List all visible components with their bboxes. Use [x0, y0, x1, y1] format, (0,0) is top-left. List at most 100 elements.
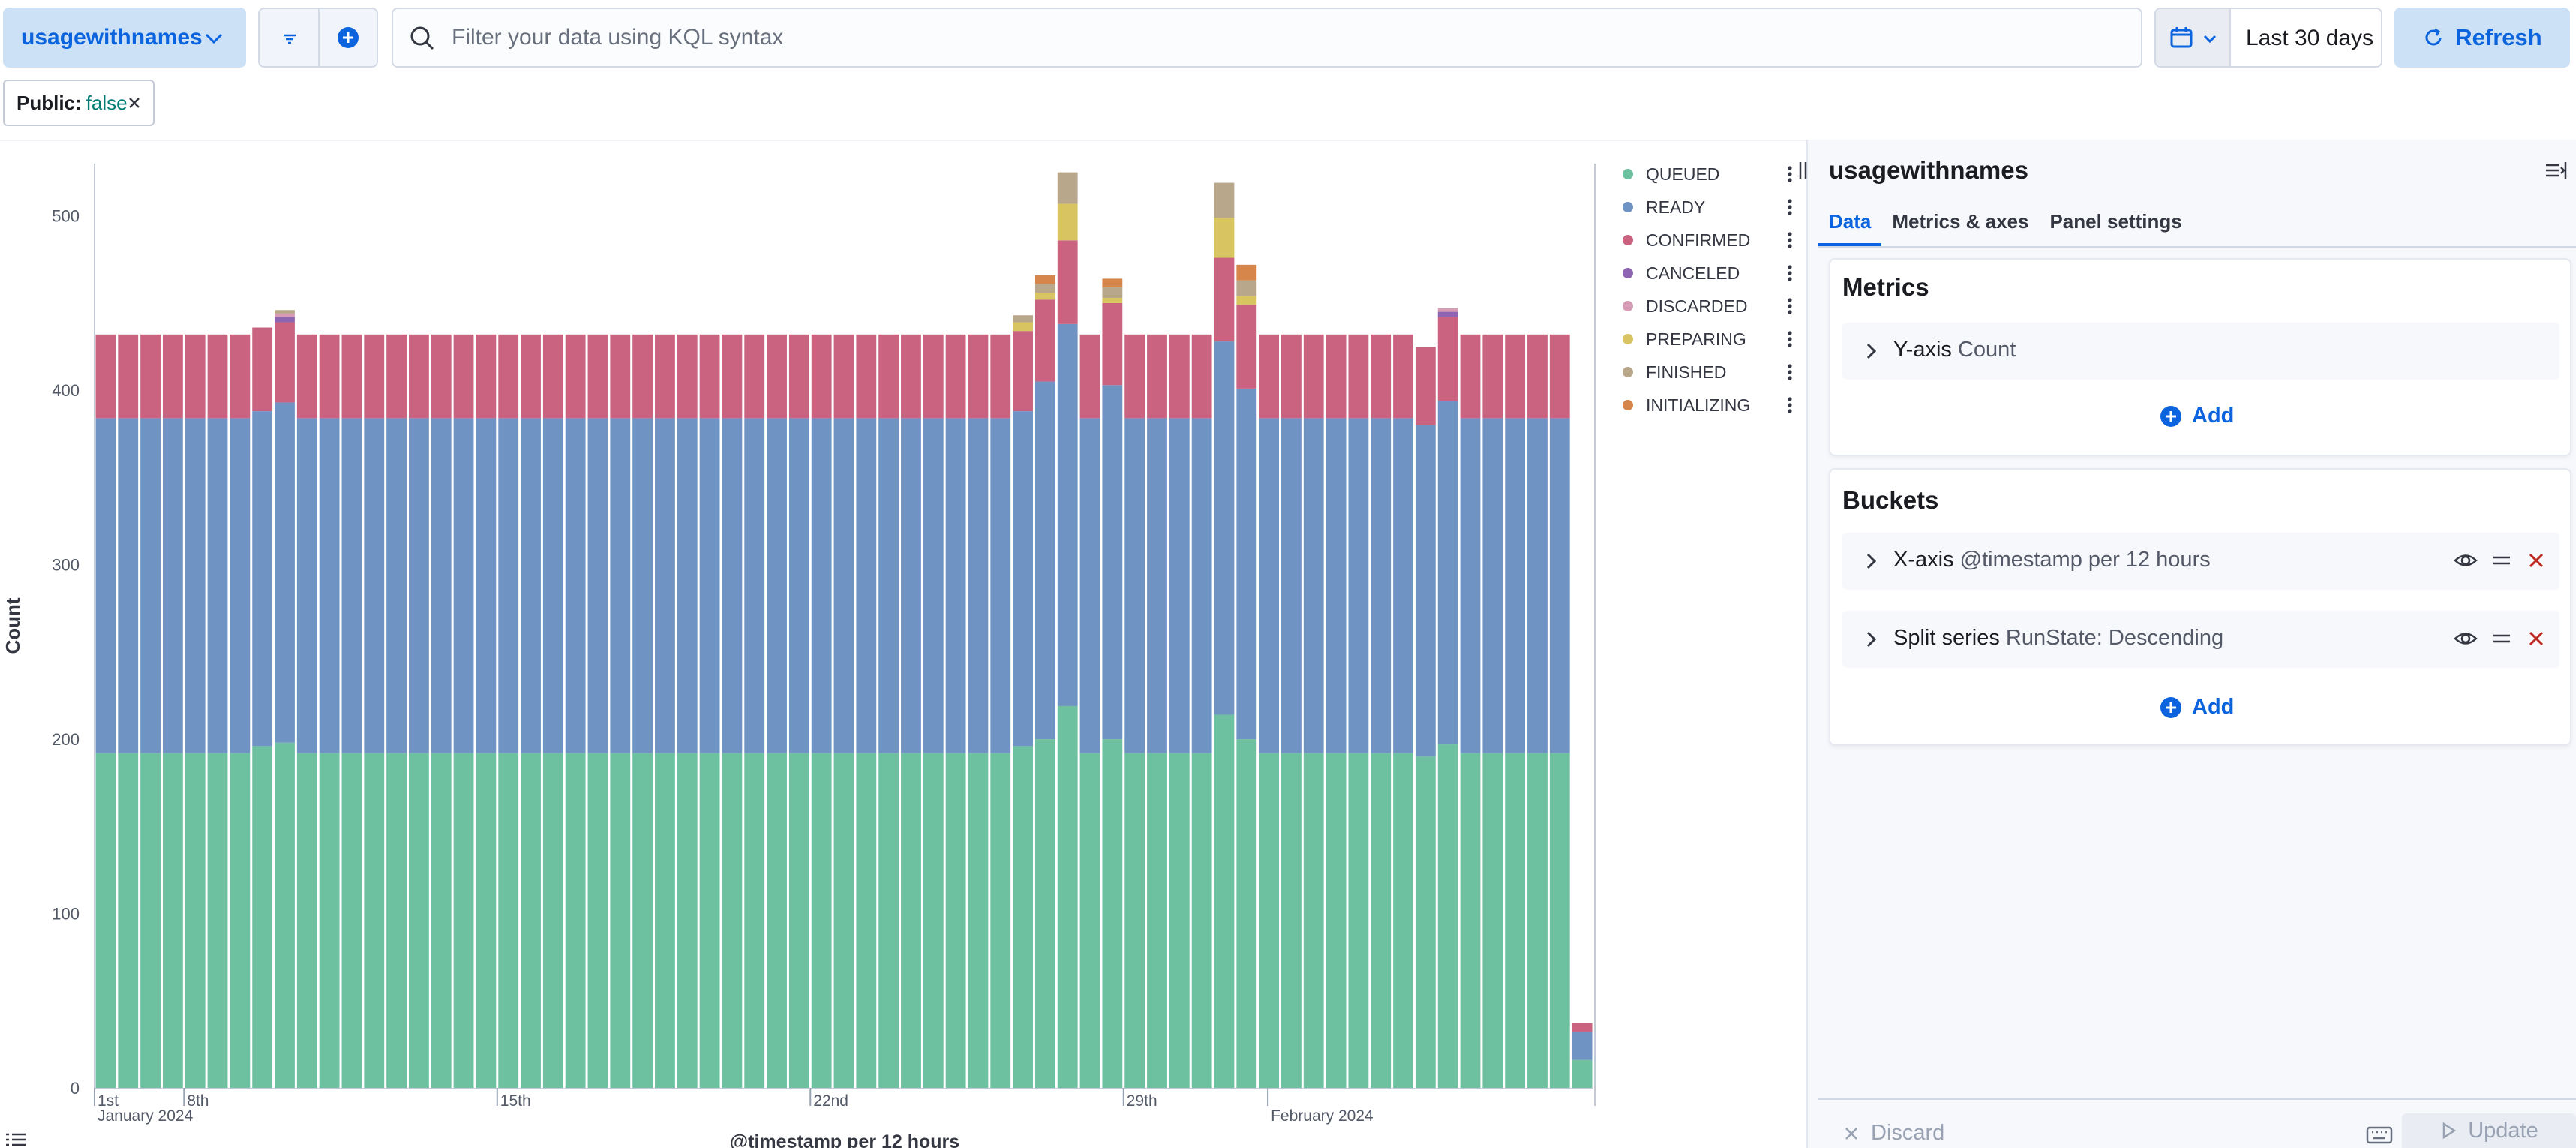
bar-segment-queued[interactable]	[95, 753, 116, 1088]
keyboard-icon[interactable]	[2366, 1125, 2393, 1145]
add-bucket-button[interactable]: Add	[2159, 695, 2234, 720]
bar-segment-ready[interactable]	[833, 418, 854, 753]
bar-segment-confirmed[interactable]	[1393, 334, 1413, 419]
bar-segment-ready[interactable]	[296, 418, 317, 753]
bar-segment-confirmed[interactable]	[453, 334, 474, 419]
bar-segment-queued[interactable]	[565, 753, 586, 1088]
bar-segment-confirmed[interactable]	[587, 334, 608, 419]
bar-segment-confirmed[interactable]	[788, 334, 809, 419]
bar-segment-queued[interactable]	[1437, 744, 1458, 1088]
bar-segment-ready[interactable]	[1281, 418, 1302, 753]
bar-segment-discarded[interactable]	[1437, 308, 1458, 312]
bar-segment-discarded[interactable]	[275, 313, 295, 317]
bar-segment-ready[interactable]	[1169, 418, 1190, 753]
bar-segment-queued[interactable]	[811, 753, 832, 1088]
bar-segment-queued[interactable]	[610, 753, 631, 1088]
bar-segment-confirmed[interactable]	[95, 334, 116, 419]
bar-segment-queued[interactable]	[162, 753, 183, 1088]
bar-segment-finished[interactable]	[1057, 172, 1078, 204]
bar-segment-ready[interactable]	[207, 418, 228, 753]
bar-segment-ready[interactable]	[990, 418, 1011, 753]
bar-segment-ready[interactable]	[1013, 411, 1033, 747]
bar-segment-queued[interactable]	[990, 753, 1011, 1088]
bar-segment-queued[interactable]	[275, 742, 295, 1088]
eye-icon[interactable]	[2453, 549, 2478, 572]
bar-segment-confirmed[interactable]	[118, 334, 139, 419]
bar-segment-ready[interactable]	[1393, 418, 1413, 753]
add-filter-icon[interactable]	[335, 24, 362, 51]
date-picker[interactable]: Last 30 days	[2154, 8, 2382, 68]
legend-menu-icon[interactable]	[1788, 397, 1792, 413]
bar-segment-finished[interactable]	[1102, 287, 1123, 298]
bar-segment-queued[interactable]	[632, 753, 653, 1088]
bar-segment-ready[interactable]	[1057, 323, 1078, 706]
bar-segment-confirmed[interactable]	[364, 334, 385, 419]
bar-segment-ready[interactable]	[788, 418, 809, 753]
legend-menu-icon[interactable]	[1788, 331, 1792, 347]
bar-segment-confirmed[interactable]	[1259, 334, 1280, 419]
bar-segment-queued[interactable]	[230, 753, 251, 1088]
bar-segment-ready[interactable]	[945, 418, 966, 753]
bar-segment-queued[interactable]	[968, 753, 989, 1088]
collapse-panel-icon[interactable]	[2543, 159, 2570, 182]
drag-handle-icon[interactable]	[2490, 549, 2513, 572]
bar-segment-queued[interactable]	[722, 753, 743, 1088]
bar-segment-ready[interactable]	[811, 418, 832, 753]
add-metric-button[interactable]: Add	[2159, 404, 2234, 428]
bar-segment-confirmed[interactable]	[1415, 347, 1436, 425]
bar-segment-queued[interactable]	[207, 753, 228, 1088]
bar-segment-confirmed[interactable]	[1482, 334, 1503, 419]
bar-segment-ready[interactable]	[1236, 388, 1257, 740]
bar-segment-queued[interactable]	[1236, 739, 1257, 1088]
bar-segment-queued[interactable]	[1303, 753, 1324, 1088]
close-icon[interactable]	[126, 95, 143, 111]
bar-segment-confirmed[interactable]	[565, 334, 586, 419]
bar-segment-queued[interactable]	[1057, 705, 1078, 1088]
bar-segment-confirmed[interactable]	[542, 334, 563, 419]
bar-segment-ready[interactable]	[856, 418, 877, 753]
bar-segment-queued[interactable]	[923, 753, 944, 1088]
bar-segment-confirmed[interactable]	[521, 334, 541, 419]
bar-segment-confirmed[interactable]	[610, 334, 631, 419]
bar-segment-ready[interactable]	[1527, 418, 1548, 753]
bar-segment-queued[interactable]	[431, 753, 452, 1088]
bar-segment-ready[interactable]	[319, 418, 340, 753]
bar-segment-ready[interactable]	[677, 418, 698, 753]
bar-segment-confirmed[interactable]	[677, 334, 698, 419]
bar-segment-confirmed[interactable]	[655, 334, 675, 419]
legend-toggle-icon[interactable]	[5, 1131, 27, 1148]
bar-segment-queued[interactable]	[1460, 753, 1481, 1088]
bar-segment-preparing[interactable]	[1102, 297, 1123, 303]
tab-data[interactable]: Data	[1818, 204, 1882, 246]
bar-segment-confirmed[interactable]	[252, 327, 273, 412]
bar-segment-ready[interactable]	[1079, 418, 1100, 753]
bar-segment-queued[interactable]	[341, 753, 362, 1088]
bar-segment-queued[interactable]	[1348, 753, 1369, 1088]
bar-segment-confirmed[interactable]	[744, 334, 765, 419]
bar-segment-confirmed[interactable]	[1236, 305, 1257, 389]
bar-segment-finished[interactable]	[1236, 280, 1257, 296]
bar-segment-preparing[interactable]	[1013, 322, 1033, 332]
bar-segment-confirmed[interactable]	[1326, 334, 1347, 419]
bar-segment-ready[interactable]	[1259, 418, 1280, 753]
bar-segment-queued[interactable]	[901, 753, 921, 1088]
bar-segment-ready[interactable]	[252, 411, 273, 747]
bar-segment-ready[interactable]	[1460, 418, 1481, 753]
bar-segment-confirmed[interactable]	[1460, 334, 1481, 419]
bar-segment-finished[interactable]	[1013, 315, 1033, 323]
bar-segment-confirmed[interactable]	[1169, 334, 1190, 419]
bar-segment-confirmed[interactable]	[207, 334, 228, 419]
bar-segment-ready[interactable]	[878, 418, 899, 753]
bar-segment-queued[interactable]	[1527, 753, 1548, 1088]
bar-segment-queued[interactable]	[1371, 753, 1392, 1088]
bar-segment-confirmed[interactable]	[811, 334, 832, 419]
bar-segment-ready[interactable]	[476, 418, 497, 753]
refresh-button[interactable]: Refresh	[2394, 8, 2570, 68]
bar-segment-queued[interactable]	[856, 753, 877, 1088]
legend-menu-icon[interactable]	[1788, 199, 1792, 215]
bar-segment-confirmed[interactable]	[1348, 334, 1369, 419]
bar-segment-confirmed[interactable]	[833, 334, 854, 419]
bar-segment-confirmed[interactable]	[1147, 334, 1167, 419]
bar-segment-ready[interactable]	[1147, 418, 1167, 753]
metric-y-axis-row[interactable]: Y-axis Count	[1842, 323, 2559, 380]
